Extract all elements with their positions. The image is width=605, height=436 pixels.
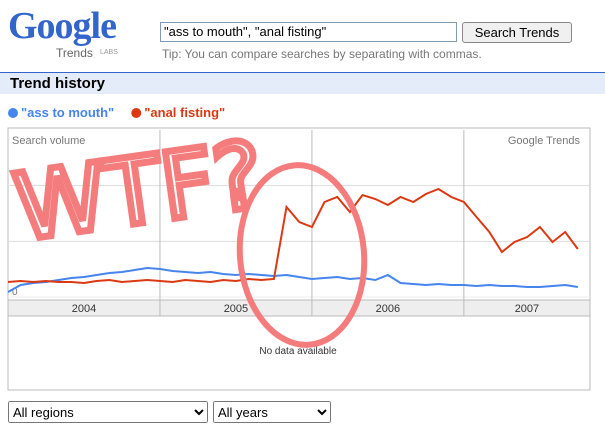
x-tick-label: 2007 <box>515 303 539 315</box>
series-line <box>7 187 579 285</box>
series-line <box>7 266 578 293</box>
legend-dot <box>8 108 18 118</box>
x-tick-label: 2006 <box>376 303 400 315</box>
watermark: Google Trends <box>508 135 581 147</box>
x-axis-band <box>7 299 591 317</box>
legend-label: "ass to mouth" <box>21 105 114 120</box>
product: Trends <box>56 46 93 60</box>
x-tick-label: 2005 <box>224 303 248 315</box>
no-data: No data available <box>259 346 337 357</box>
years-select[interactable]: All years <box>213 401 331 423</box>
region-select[interactable]: All regions <box>8 401 208 423</box>
x-tick-label: 2004 <box>72 303 96 315</box>
labs: LABS <box>100 49 118 56</box>
chart-frame <box>7 127 591 391</box>
search-button[interactable]: Search Trends <box>462 22 572 43</box>
tip: Tip: You can compare searches by separat… <box>162 47 482 61</box>
annotation-circle <box>236 162 368 348</box>
logo: Google <box>8 5 117 47</box>
y-label: Search volume <box>12 135 85 147</box>
legend-dot <box>131 108 142 118</box>
search-input[interactable]: "ass to mouth", "anal fisting" <box>160 22 457 42</box>
legend-label: "anal fisting" <box>144 105 225 120</box>
y-tick-label: 0 <box>12 287 18 298</box>
section-title: Trend history <box>0 72 605 94</box>
